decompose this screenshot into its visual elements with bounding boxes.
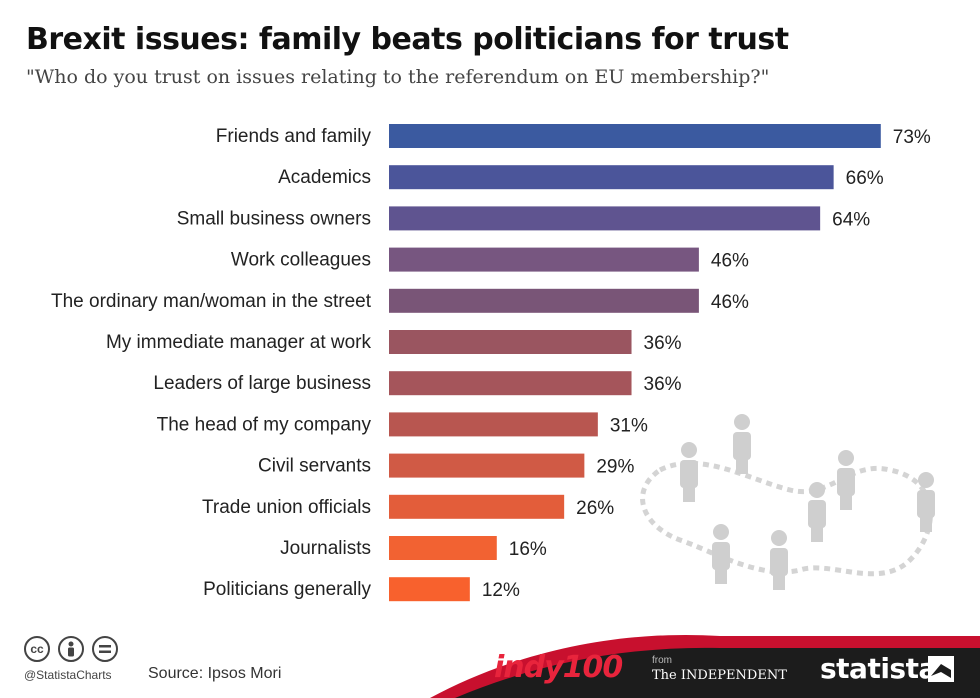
attribution-icon [58, 636, 84, 662]
value-label: 36% [644, 333, 682, 354]
value-label: 66% [846, 168, 884, 189]
category-label: Leaders of large business [153, 373, 371, 394]
statista-mark-icon [928, 656, 954, 682]
category-label: Friends and family [216, 126, 372, 147]
value-label: 46% [711, 251, 749, 272]
category-label: My immediate manager at work [106, 332, 372, 353]
bar-8 [389, 453, 585, 478]
category-label: Academics [278, 167, 371, 188]
from-label: from [652, 655, 672, 666]
category-label: Trade union officials [202, 497, 371, 518]
category-label: Civil servants [258, 456, 371, 477]
creative-commons-icon: cc [24, 636, 50, 662]
value-label: 46% [711, 292, 749, 313]
value-label: 64% [832, 209, 870, 230]
bar-2 [389, 206, 821, 231]
no-derivatives-icon [92, 636, 118, 662]
indy100-logo[interactable]: indy100 [494, 650, 623, 685]
source-note: Source: Ipsos Mori [148, 665, 282, 682]
value-label: 26% [576, 498, 614, 519]
bar-7 [389, 412, 598, 437]
people-illustration [640, 414, 935, 590]
category-label: Journalists [280, 538, 371, 559]
value-label: 36% [644, 374, 682, 395]
bar-3 [389, 247, 699, 272]
value-label: 16% [509, 539, 547, 560]
bar-9 [389, 494, 565, 519]
chart-title: Brexit issues: family beats politicians … [26, 22, 789, 57]
bar-5 [389, 330, 632, 354]
license-icons: cc [24, 636, 118, 662]
bar-chart: Friends and family 73% Academics 66% Small b… [51, 124, 931, 602]
category-label: Politicians generally [203, 579, 371, 600]
bar-1 [389, 165, 834, 190]
independent-logo[interactable]: The INDEPENDENT [652, 668, 787, 683]
value-label: 12% [482, 580, 520, 601]
category-label: The ordinary man/woman in the street [51, 291, 372, 312]
category-label: The head of my company [157, 414, 372, 435]
bar-0 [389, 124, 881, 148]
chart-subtitle: "Who do you trust on issues relating to … [26, 66, 770, 88]
value-label: 31% [610, 415, 648, 436]
statista-handle[interactable]: @StatistaCharts [24, 668, 112, 682]
statista-logo[interactable]: statista [820, 652, 937, 685]
bar-11 [389, 577, 470, 602]
value-label: 29% [596, 457, 634, 478]
bar-4 [389, 288, 699, 313]
category-label: Small business owners [177, 208, 371, 229]
value-label: 73% [893, 127, 931, 148]
category-label: Work colleagues [231, 250, 371, 271]
bar-6 [389, 371, 632, 396]
bar-10 [389, 536, 497, 560]
